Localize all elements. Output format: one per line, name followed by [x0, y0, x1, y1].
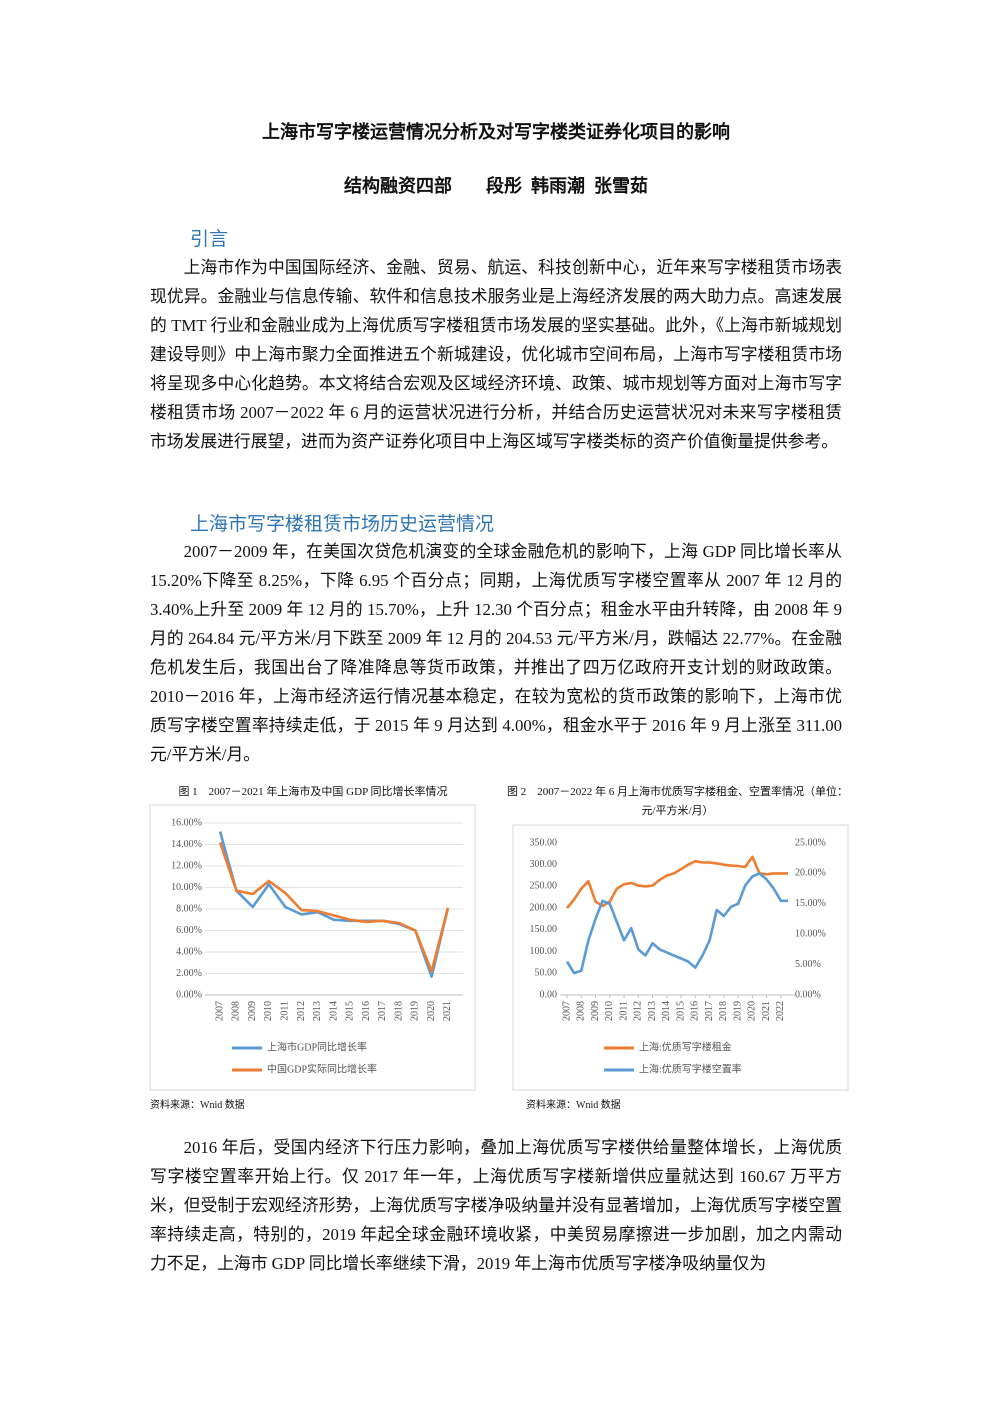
- legend-label: 上海市GDP同比增长率: [267, 1040, 367, 1053]
- series-line: [218, 831, 450, 978]
- x-tick-label: 2009: [590, 1001, 601, 1021]
- x-tick-label: 2011: [279, 1001, 290, 1021]
- y-tick-label: 0.00: [540, 989, 558, 1000]
- y-tick-label: 150.00: [530, 924, 558, 935]
- x-tick-label: 2019: [410, 1001, 421, 1021]
- x-tick-label: 2016: [361, 1001, 372, 1021]
- x-tick-label: 2012: [296, 1001, 307, 1021]
- x-tick-label: 2011: [618, 1001, 629, 1021]
- y2-tick-label: 20.00%: [795, 868, 826, 879]
- y2-tick-label: 15.00%: [795, 898, 826, 909]
- chart-frame: [512, 824, 849, 1091]
- x-tick-label: 2007: [214, 1001, 225, 1021]
- y2-tick-label: 0.00%: [795, 989, 821, 1000]
- legend-label: 上海:优质写字楼租金: [639, 1040, 732, 1053]
- x-tick-label: 2021: [761, 1001, 772, 1021]
- y-tick-label: 10.00%: [171, 882, 202, 893]
- x-tick-label: 2017: [377, 1001, 388, 1021]
- series-line: [218, 841, 450, 973]
- x-tick-label: 2019: [732, 1001, 743, 1021]
- paragraph: 上海市作为中国国际经济、金融、贸易、航运、科技创新中心，近年来写字楼租赁市场表现…: [150, 258, 842, 451]
- x-tick-label: 2010: [263, 1001, 274, 1021]
- section-heading: 上海市写字楼租赁市场历史运营情况: [190, 513, 495, 535]
- doc-title: 上海市写字楼运营情况分析及对写字楼类证券化项目的影响: [262, 122, 730, 142]
- y-tick-label: 200.00: [530, 902, 558, 913]
- chart-frame: [149, 804, 476, 1091]
- x-tick-label: 2015: [345, 1001, 356, 1021]
- figure-source: 资料来源：Wnid 数据: [526, 1100, 621, 1111]
- y2-tick-label: 5.00%: [795, 959, 821, 970]
- y-tick-label: 4.00%: [176, 946, 202, 957]
- x-tick-label: 2012: [633, 1001, 644, 1021]
- figure-caption: 图 1 2007－2021 年上海市及中国 GDP 同比增长率情况: [178, 786, 448, 798]
- legend-label: 中国GDP实际同比增长率: [267, 1062, 377, 1075]
- series-line: [565, 872, 788, 975]
- y-tick-label: 300.00: [530, 859, 558, 870]
- department: 结构融资四部: [344, 176, 452, 196]
- x-tick-label: 2022: [775, 1001, 786, 1021]
- x-tick-label: 2018: [718, 1001, 729, 1021]
- x-tick-label: 2010: [604, 1001, 615, 1021]
- y-tick-label: 2.00%: [176, 968, 202, 979]
- y2-tick-label: 25.00%: [795, 837, 826, 848]
- figure-caption: 图 2 2007－2022 年 6 月上海市优质写字楼租金、空置率情况（单位：元…: [507, 786, 848, 817]
- y-tick-label: 350.00: [530, 837, 558, 848]
- x-tick-label: 2015: [675, 1001, 686, 1021]
- x-tick-label: 2007: [561, 1001, 572, 1021]
- paragraph: 2007－2009 年，在美国次贷危机演变的全球金融危机的影响下，上海 GDP …: [150, 542, 842, 764]
- y-tick-label: 6.00%: [176, 925, 202, 936]
- x-tick-label: 2020: [747, 1001, 758, 1021]
- paragraph: 2016 年后，受国内经济下行压力影响，叠加上海优质写字楼供给量整体增长，上海优…: [150, 1138, 842, 1273]
- x-tick-label: 2020: [426, 1001, 437, 1021]
- legend-label: 上海:优质写字楼空置率: [639, 1062, 742, 1075]
- y-tick-label: 12.00%: [171, 860, 202, 871]
- y-tick-label: 50.00: [535, 968, 558, 979]
- section-heading: 引言: [190, 228, 229, 250]
- x-tick-label: 2009: [247, 1001, 258, 1021]
- x-tick-label: 2014: [328, 1001, 339, 1021]
- x-tick-label: 2014: [661, 1001, 672, 1021]
- x-tick-label: 2008: [576, 1001, 587, 1021]
- y-tick-label: 16.00%: [171, 817, 202, 828]
- authors-line: 结构融资四部 段彤 韩雨潮 张雪茹: [0, 172, 992, 198]
- series-line: [565, 855, 788, 909]
- figure-source: 资料来源：Wnid 数据: [150, 1100, 245, 1111]
- y2-tick-label: 10.00%: [795, 928, 826, 939]
- x-tick-label: 2017: [704, 1001, 715, 1021]
- x-tick-label: 2013: [647, 1001, 658, 1021]
- y-tick-label: 0.00%: [176, 989, 202, 1000]
- x-tick-label: 2021: [442, 1001, 453, 1021]
- y-tick-label: 250.00: [530, 881, 558, 892]
- x-tick-label: 2018: [393, 1001, 404, 1021]
- x-tick-label: 2008: [231, 1001, 242, 1021]
- y-tick-label: 8.00%: [176, 903, 202, 914]
- authors: 段彤 韩雨潮 张雪茹: [486, 176, 648, 196]
- y-tick-label: 14.00%: [171, 839, 202, 850]
- y-tick-label: 100.00: [530, 946, 558, 957]
- x-tick-label: 2013: [312, 1001, 323, 1021]
- x-tick-label: 2016: [690, 1001, 701, 1021]
